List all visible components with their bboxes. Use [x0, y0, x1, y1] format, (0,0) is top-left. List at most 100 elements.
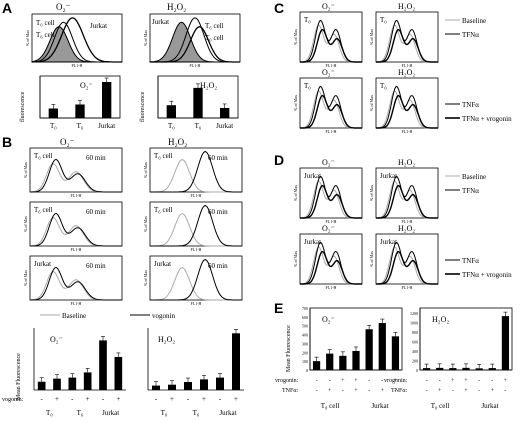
- e-left-ytick-7: 700: [302, 306, 308, 311]
- c-title-0: O₂⁻: [322, 2, 335, 11]
- a-hist-right-ylabel: % of Max: [143, 30, 148, 46]
- d-hist-0-frame: [299, 167, 363, 219]
- c-hist-1-xlabel: FL1-H: [402, 63, 413, 68]
- b-r0-left-curve-0: [29, 162, 122, 193]
- a-bl-title: O₂⁻: [80, 81, 93, 90]
- a-hr-label-1: T₆ cell: [205, 22, 224, 30]
- e-left-ytick-1: 100: [302, 359, 308, 364]
- b-br-group-1: T₆: [193, 409, 200, 417]
- c-hist-1-frame: [375, 11, 439, 63]
- a-br-cat-2: Jurkat: [216, 122, 233, 130]
- b-r1-left-curve-1: [30, 212, 122, 247]
- e-right-row2-3: +: [464, 388, 468, 394]
- d-hist-3-ylabel: % of Max: [369, 251, 374, 267]
- b-bl-sign-3: +: [86, 395, 90, 403]
- b-br-bar-4: [216, 377, 224, 390]
- c-hist-3-curve-0: [375, 90, 438, 129]
- b-bl-sign-0: -: [40, 395, 43, 403]
- e-left-bar-2: [339, 355, 347, 370]
- a-hist-right-curve-0: [149, 21, 240, 63]
- a-hr-label-2: T₀ cell: [205, 34, 224, 42]
- panel-letter-c: C: [274, 0, 285, 16]
- c-label-0: T₀: [304, 16, 311, 24]
- c-hist-0-curve-0: [299, 24, 362, 63]
- e-left-bar-1: [326, 353, 334, 370]
- b-br-sign-2: -: [187, 395, 190, 403]
- e-right-row1-2: +: [451, 378, 455, 384]
- b-r1-right-time: 60 min: [208, 208, 228, 216]
- d-hist-3-xlabel: FL1-H: [402, 285, 413, 290]
- d-label-0: Jurkat: [304, 172, 321, 180]
- b-r2-left-time: 60 min: [86, 262, 106, 270]
- c-title-3: H₂O₂: [398, 68, 415, 77]
- b-bl-group-1: T₆: [77, 409, 84, 417]
- e-left-ytick-2: 200: [302, 350, 308, 355]
- e-right-ytick-4: 800: [412, 330, 418, 335]
- b-r2-left-curve-1: [30, 266, 122, 301]
- d-legend-top-1: TFNα: [462, 187, 479, 195]
- a-hr-label-0: Jurkat: [152, 18, 169, 26]
- a-br-cat-1: T₆: [195, 122, 202, 130]
- e-right-row2-label: TNFα:: [391, 388, 407, 394]
- e-left-row1-6: +: [394, 378, 398, 384]
- d-hist-2-ylabel: % of Max: [293, 251, 298, 267]
- b-r0-left-xlabel: FL1-H: [71, 193, 82, 198]
- b-r0-right-ylabel: % of Max: [143, 162, 148, 178]
- b-r1-left-time: 60 min: [86, 208, 106, 216]
- b-bl-bar-5: [114, 356, 123, 390]
- b-r2-left-frame: [29, 255, 123, 301]
- e-right-ytick-1: 200: [412, 358, 418, 363]
- b-br-title: H₂O₂: [158, 335, 175, 344]
- b-r0-right-time: 60 min: [208, 154, 228, 162]
- c-legend-bottom-0: TNFα: [462, 101, 479, 109]
- c-title-1: H₂O₂: [398, 2, 415, 11]
- e-left-row1-1: -: [329, 378, 331, 384]
- d-legend-top-0: Baseline: [462, 173, 486, 181]
- b-br-bar-0: [152, 385, 160, 390]
- a-bl-bar-2: [102, 82, 112, 118]
- a-h2o2-title: H₂O₂: [167, 2, 186, 12]
- b-r1-left-xlabel: FL1-H: [71, 247, 82, 252]
- e-left-group-0: T₀ cell: [321, 402, 340, 410]
- d-hist-2-curve-2: [300, 250, 362, 285]
- b-r0-left-ylabel: % of Max: [23, 162, 28, 178]
- a-hist-right-curve-2: [150, 26, 240, 63]
- b-bl-sign-4: -: [102, 395, 105, 403]
- e-left-row1-3: +: [354, 378, 358, 384]
- e-left-ytick-6: 600: [302, 315, 308, 320]
- b-r0-right-frame: [149, 147, 243, 193]
- b-r2-left-ylabel: % of Max: [23, 270, 28, 286]
- d-label-2: Jurkat: [304, 238, 321, 246]
- a-br-cat-0: T₀: [168, 122, 175, 130]
- b-r2-right-time: 60 min: [208, 262, 228, 270]
- panel-letter-a: A: [2, 0, 13, 16]
- b-br-sign-5: +: [234, 395, 238, 403]
- b-br-group-2: Jurkat: [219, 409, 236, 417]
- e-left-row2-3: +: [354, 388, 358, 394]
- e-left-row2-4: -: [368, 388, 370, 394]
- e-left-bar-3: [352, 350, 360, 370]
- c-label-3: T₀: [380, 82, 387, 90]
- b-r0-left-time: 60 min: [86, 154, 106, 162]
- d-label-3: Jurkat: [380, 238, 397, 246]
- panel-letter-d: D: [274, 152, 285, 168]
- b-r0-left-label: T₀ cell: [34, 152, 53, 160]
- b-br-sign-4: -: [219, 395, 222, 403]
- d-hist-0-ylabel: % of Max: [293, 185, 298, 201]
- a-br-title: H₂O₂: [200, 81, 217, 90]
- e-right-bar-6: [501, 316, 510, 370]
- e-right-row2-0: -: [426, 388, 428, 394]
- b-r0-right-curve-0: [150, 159, 242, 193]
- c-legend-top-0: Baseline: [462, 17, 486, 25]
- a-hl-label-0: T₀ cell: [36, 19, 55, 27]
- e-left-ytick-5: 500: [302, 324, 308, 329]
- c-hist-0-xlabel: FL1-H: [326, 63, 337, 68]
- e-right-group-1: Jurkat: [481, 402, 498, 410]
- e-left-group-1: Jurkat: [371, 402, 388, 410]
- c-title-2: O₂⁻: [322, 68, 335, 77]
- b-r1-right-curve-0: [150, 213, 242, 247]
- e-left-row2-5: +: [381, 388, 385, 394]
- b-r0-right-title: H₂O₂: [168, 137, 187, 147]
- a-bl-ylabel: fluorescence: [19, 91, 26, 122]
- e-left-row2-label: TNFα:: [282, 388, 298, 394]
